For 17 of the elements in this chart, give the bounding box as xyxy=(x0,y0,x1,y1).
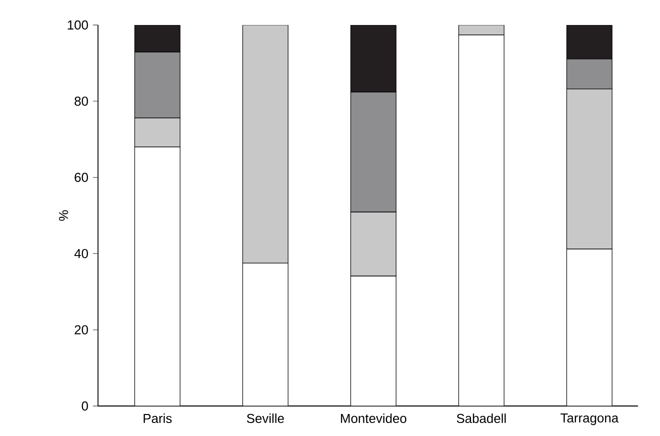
bar xyxy=(458,34,504,406)
y-tick-label: 40 xyxy=(74,249,88,258)
bar xyxy=(134,146,180,406)
y-tick-label: 100 xyxy=(68,20,88,30)
x-tick-label: Seville xyxy=(246,414,284,424)
x-tick-label: Paris xyxy=(144,414,172,424)
x-tick-label: Sabadell xyxy=(456,414,506,424)
y-tick-label: 60 xyxy=(74,172,88,182)
y-axis-title: % xyxy=(58,210,68,221)
bar xyxy=(242,262,288,406)
y-tick-label: 0 xyxy=(82,401,88,411)
x-tick-label: Montevideo xyxy=(340,414,406,424)
bar xyxy=(350,276,396,406)
y-tick-label: 80 xyxy=(74,96,88,106)
y-tick-label: 20 xyxy=(74,325,88,334)
bar xyxy=(566,248,612,406)
x-tick-label: Tarragona xyxy=(560,414,619,426)
